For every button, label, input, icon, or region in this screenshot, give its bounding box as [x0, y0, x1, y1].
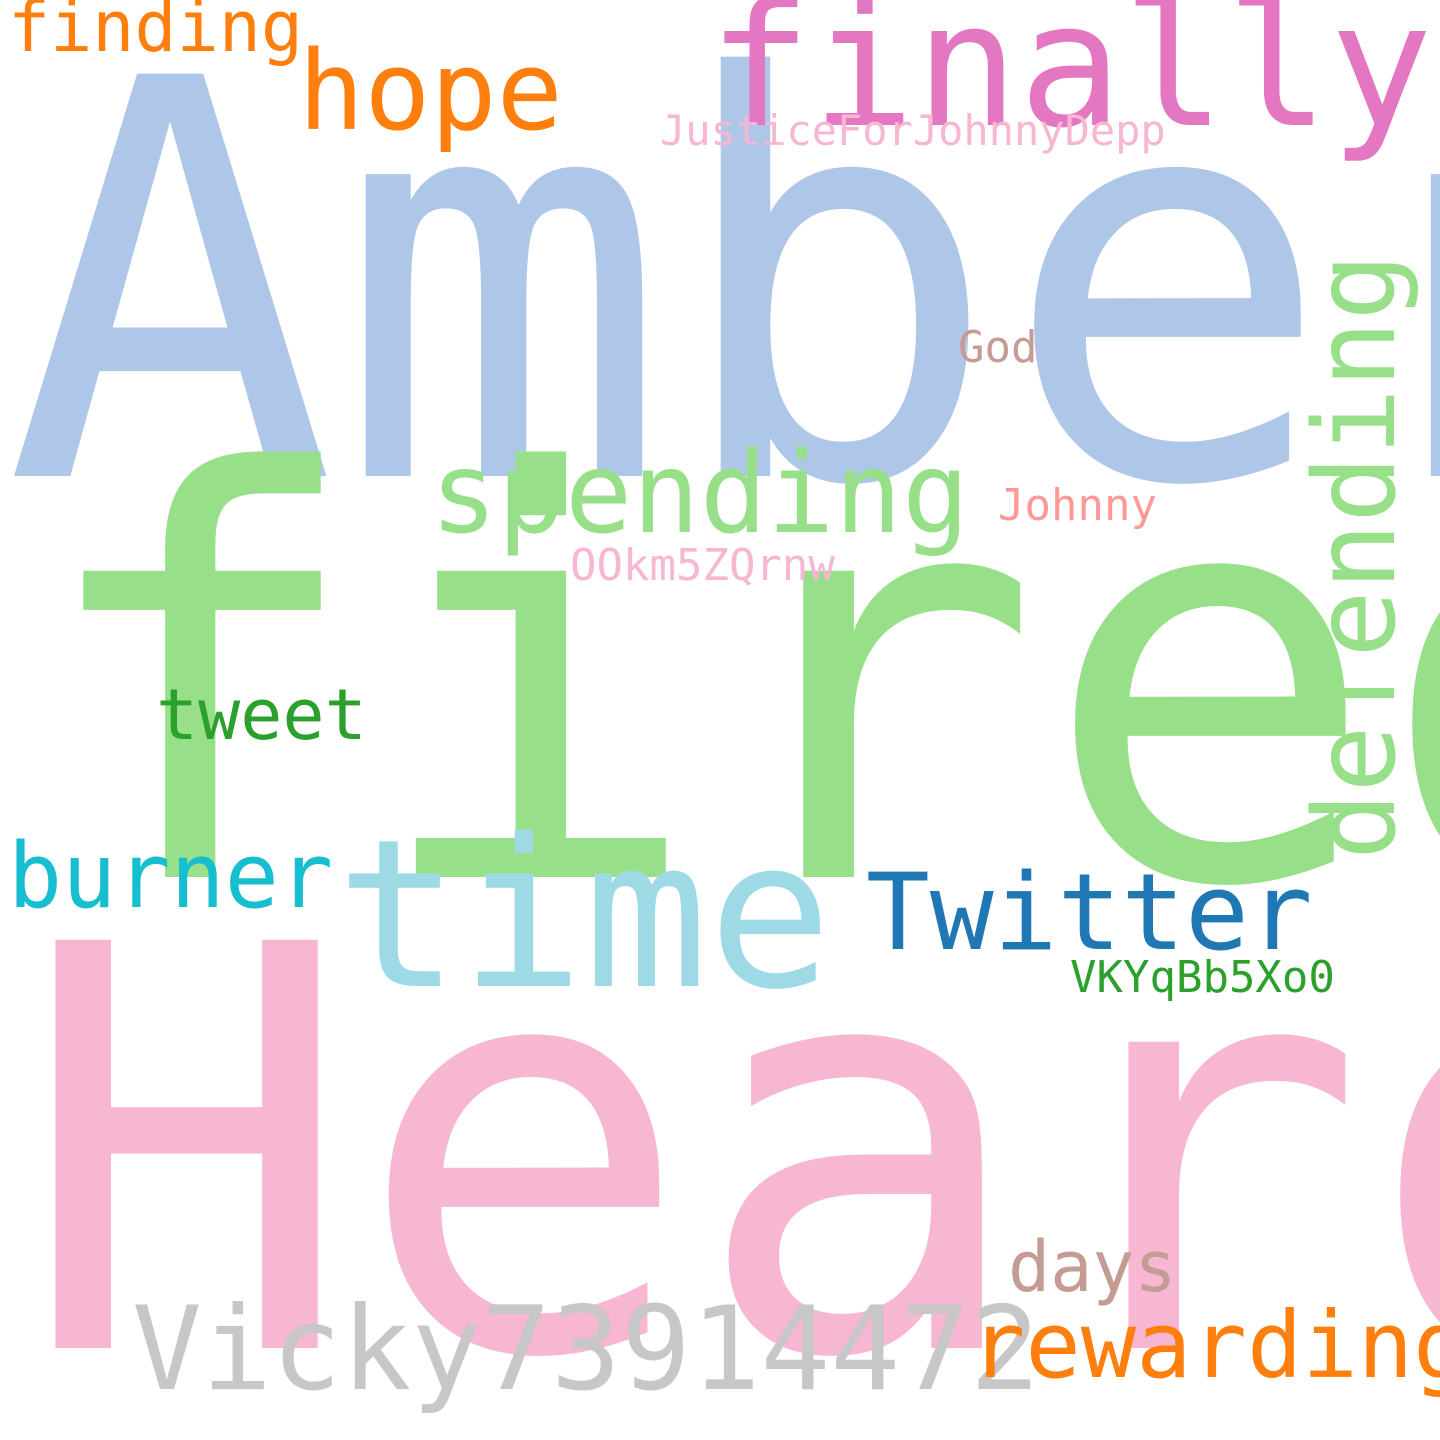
word-days: days: [1008, 1226, 1177, 1308]
word-vicky73914472: Vicky73914472: [132, 1282, 1040, 1417]
word-time: time: [336, 795, 833, 1035]
word-vkyqbb5xo0: VKYqBb5Xo0: [1070, 952, 1335, 1003]
word-heard: Heard: [18, 829, 1440, 1440]
word-tweet: tweet: [156, 674, 367, 756]
word-finally: finally: [708, 0, 1433, 166]
word-burner: burner: [8, 824, 334, 929]
word-finding: finding: [8, 0, 304, 68]
word-rewarding: rewarding: [970, 1292, 1440, 1399]
word-justicefor-johnnydepp: JusticeForJohnnyDepp: [660, 106, 1166, 155]
word-twitter: Twitter: [866, 851, 1313, 974]
word-spending: spending: [430, 429, 970, 559]
word-god: God: [958, 322, 1038, 373]
word-johnny: Johnny: [998, 480, 1157, 531]
word-amber: Amber: [4, 0, 1440, 607]
word-hope: hope: [298, 27, 563, 155]
word-fired: fired: [30, 358, 1440, 1010]
word-ookm5zqrnw: OOkm5ZQrnw: [570, 540, 835, 591]
word-defending: defending: [1291, 253, 1421, 860]
